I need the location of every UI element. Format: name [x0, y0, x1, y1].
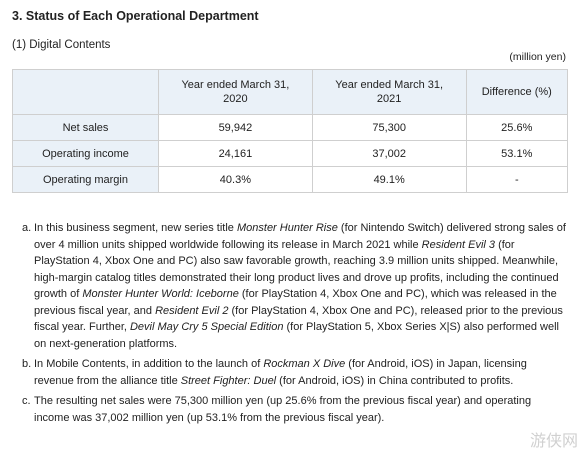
table-header-difference: Difference (%): [465, 69, 569, 115]
title-italic: Rockman X Dive: [263, 358, 346, 370]
cell-2021: 49.1%: [311, 166, 467, 193]
header-2021-line2: 2021: [376, 93, 402, 105]
text-run: (for PlayStation 5, Xbox Series X|S) als…: [34, 321, 559, 350]
text-run: (for PlayStation 4, Xbox One and PC), re…: [34, 304, 563, 334]
subsection-title: (1) Digital Contents: [12, 39, 111, 51]
note-b: b. In Mobile Contents, in addition to th…: [22, 356, 568, 389]
note-a: a. In this business segment, new series …: [22, 220, 568, 352]
note-c: c. The resulting net sales were 75,300 m…: [22, 393, 568, 426]
text-run: (for PlayStation 4, Xbox One and PC), wh…: [34, 288, 557, 317]
table-row: Operating income 24,161 37,002 53.1%: [12, 140, 569, 167]
table-header-2021: Year ended March 31, 2021: [311, 69, 467, 115]
header-2020-line2: 2020: [223, 93, 248, 105]
text-run: (for Android, iOS) in China contributed …: [276, 374, 514, 387]
cell-2021: 37,002: [311, 140, 467, 167]
title-italic: Monster Hunter Rise: [236, 222, 338, 234]
cell-difference: 53.1%: [465, 140, 569, 167]
cell-2020: 59,942: [158, 114, 313, 141]
note-body: In this business segment, new series tit…: [34, 220, 568, 352]
cell-2020: 24,161: [158, 140, 313, 167]
title-italic: Resident Evil 2: [155, 304, 229, 317]
header-2021-line1: Year ended March 31,: [335, 79, 444, 91]
text-run: (for Android, iOS) in Japan, licensing r…: [34, 358, 527, 387]
row-label: Operating income: [12, 140, 159, 167]
note-body: The resulting net sales were 75,300 mill…: [34, 393, 568, 426]
title-italic: Monster Hunter World: Iceborne: [82, 288, 239, 300]
note-marker: a.: [22, 222, 32, 234]
text-run: The resulting net sales were 75,300 mill…: [34, 395, 532, 424]
cell-2021: 75,300: [311, 114, 467, 141]
text-run: In this business segment, new series tit…: [34, 222, 237, 234]
row-label: Net sales: [12, 114, 159, 141]
table-row: Operating margin 40.3% 49.1% -: [12, 166, 569, 193]
table-header-empty: [12, 69, 159, 115]
row-label: Operating margin: [12, 166, 159, 193]
title-italic: Resident Evil 3: [421, 238, 496, 251]
title-italic: Devil May Cry 5 Special Edition: [129, 321, 284, 333]
text-run: In Mobile Contents, in addition to the l…: [34, 358, 264, 370]
note-marker: c.: [22, 395, 31, 407]
note-marker: b.: [22, 358, 32, 370]
cell-difference: 25.6%: [465, 114, 569, 141]
unit-label: (million yen): [509, 51, 566, 63]
results-table: Year ended March 31, 2020 Year ended Mar…: [12, 69, 569, 193]
text-run: (for Nintendo Switch) delivered strong s…: [34, 222, 566, 251]
table-header-2020: Year ended March 31, 2020: [158, 69, 313, 115]
note-body: In Mobile Contents, in addition to the l…: [34, 356, 568, 389]
header-2020-line1: Year ended March 31,: [181, 79, 290, 91]
cell-2020: 40.3%: [158, 166, 313, 193]
section-title: 3. Status of Each Operational Department: [12, 9, 259, 23]
cell-difference: -: [465, 166, 569, 193]
text-run: (for PlayStation 4, Xbox One and PC) als…: [34, 238, 559, 301]
table-row: Net sales 59,942 75,300 25.6%: [12, 114, 569, 141]
watermark-logo: 游侠网: [529, 431, 578, 450]
title-italic: Street Fighter: Duel: [180, 374, 277, 387]
notes-list: a. In this business segment, new series …: [22, 220, 568, 430]
table-header-row: Year ended March 31, 2020 Year ended Mar…: [12, 69, 569, 115]
